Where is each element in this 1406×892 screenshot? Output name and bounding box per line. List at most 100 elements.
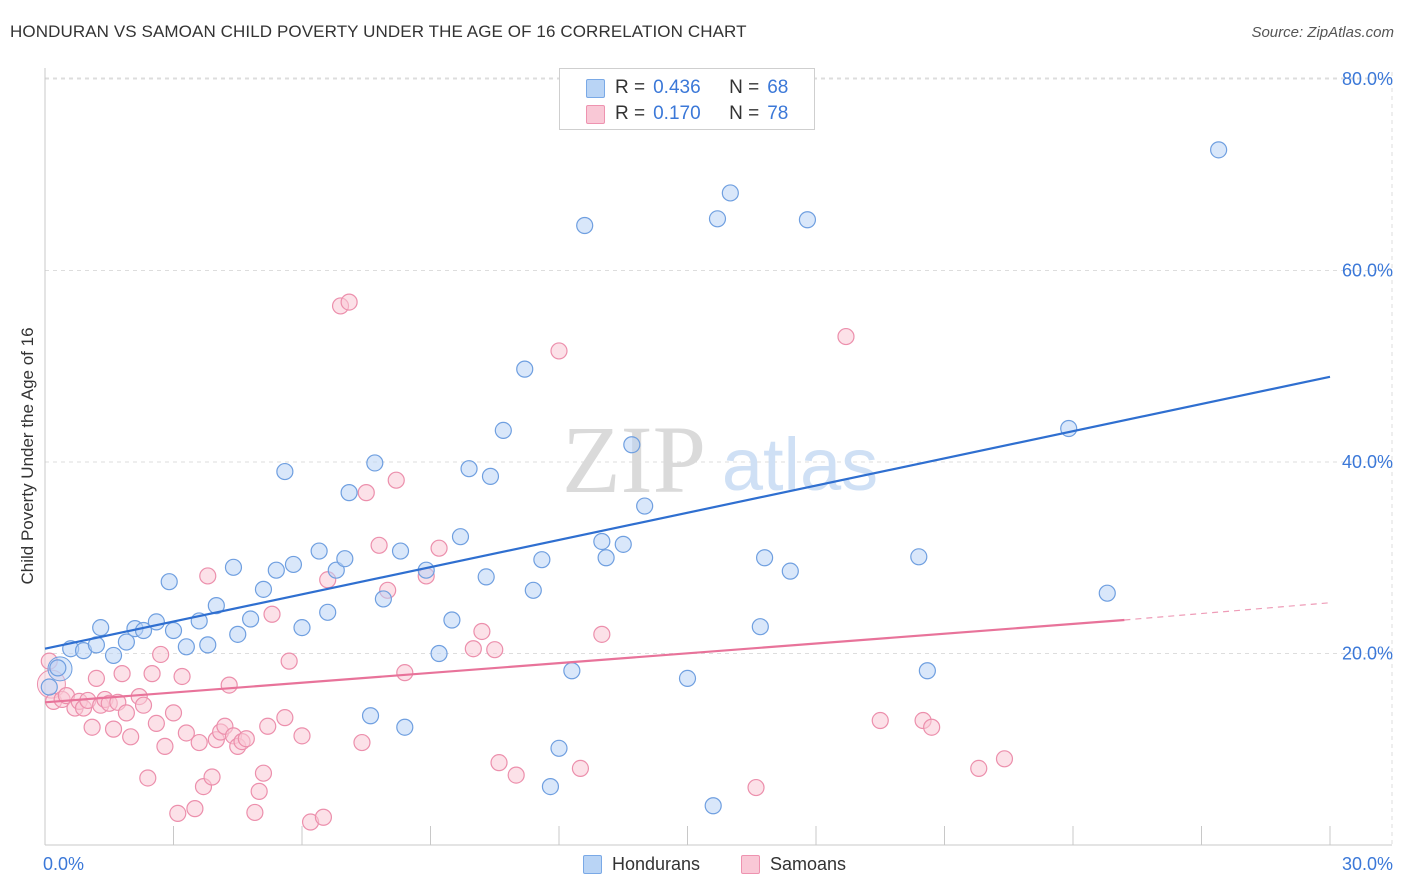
samoan-point [143,665,161,683]
honduran-point [576,216,594,235]
honduran-point [104,646,123,665]
watermark-atlas: atlas [722,423,878,506]
samoan-trend-line [44,618,1125,704]
honduran-point [451,528,470,546]
honduran-point [40,678,58,696]
honduran-point [755,549,774,567]
honduran-point [117,633,135,651]
samoan-point [246,803,264,822]
legend-swatch-hondurans [586,78,605,98]
honduran-point [160,573,178,591]
legend-swatch-samoans [586,104,605,124]
samoan-point [156,737,174,755]
honduran-point [327,561,345,579]
samoan-point [83,718,101,736]
honduran-point [443,611,461,629]
watermark: ZIP atlas [562,406,878,513]
samoan-point [177,724,195,742]
samoan-point [353,733,371,752]
honduran-point [396,718,414,736]
samoan-point [259,717,277,735]
honduran-point [460,460,478,478]
samoan-point [199,567,217,585]
bottom-legend-swatch-samoans [741,854,760,874]
samoan-point [147,714,165,732]
legend-n-label: N = [729,103,760,124]
samoan-point [220,676,238,694]
honduran-point [910,548,928,566]
samoan-point [464,640,482,658]
samoan-point [387,471,405,489]
y-axis-title: Child Poverty Under the Age of 16 [18,327,37,585]
honduran-point [918,662,936,680]
samoan-point [871,711,889,730]
honduran-point [336,550,354,568]
honduran-point [533,551,551,569]
chart-title: HONDURAN VS SAMOAN CHILD POVERTY UNDER T… [10,22,747,41]
samoan-point [837,327,855,346]
honduran-point [319,603,337,621]
honduran-point [1098,584,1116,602]
samoan-point [280,652,298,670]
samoan-point [507,766,525,784]
samoan-point [254,764,273,782]
samoan-point [490,754,508,772]
honduran-point [229,625,247,643]
honduran-point [164,621,183,640]
gridlines [45,72,1393,845]
samoan-point [113,665,131,683]
samoan-point [430,539,448,557]
legend-n-value: 78 [767,103,789,124]
honduran-point [678,669,697,687]
watermark-zip: ZIP [562,406,706,513]
honduran-point [391,542,410,560]
honduran-point [623,436,641,454]
samoan-point [87,669,106,687]
honduran-point [374,590,392,608]
samoan-point [571,759,590,778]
honduran-point [366,454,384,472]
bottom-legend-hondurans: Hondurans [583,852,700,876]
honduran-point [199,636,217,654]
legend-n-label: N = [729,77,760,98]
honduran-point [597,549,615,567]
samoan-point [473,622,491,641]
bottom-legend-samoans: Samoans [741,852,846,876]
honduran-point [563,662,581,680]
samoan-point [747,778,765,797]
samoan-point [139,769,157,787]
honduran-point [147,613,165,631]
honduran-point [284,555,303,574]
honduran-point [49,659,67,677]
honduran-point [481,467,500,485]
honduran-points [40,141,1228,815]
samoan-point [293,727,311,745]
honduran-point [1210,141,1228,159]
y-tick-label: 40.0% [1342,452,1393,472]
samoan-point [340,293,358,311]
x-tick-label: 30.0% [1342,854,1393,874]
honduran-point [494,421,512,440]
honduran-point [516,360,534,378]
samoan-point [164,704,183,722]
bottom-legend-label-samoans: Samoans [770,853,847,874]
honduran-point [636,497,654,515]
honduran-point [430,644,448,663]
samoan-point [486,641,504,659]
y-tick-label: 60.0% [1342,261,1393,281]
honduran-point [276,462,294,481]
samoan-point [122,728,140,746]
honduran-point [704,797,722,815]
legend-row-hondurans: R = 0.436 N = 68 [586,75,788,101]
honduran-point [721,184,739,202]
samoan-point [117,704,135,722]
honduran-point [708,210,727,228]
legend-r-value: 0.436 [653,77,701,98]
honduran-point [361,707,380,725]
samoan-point [314,808,333,826]
honduran-trend-line [44,375,1331,650]
honduran-point [224,558,243,576]
honduran-point [550,739,568,757]
honduran-point [477,568,495,586]
samoan-point [190,733,208,752]
